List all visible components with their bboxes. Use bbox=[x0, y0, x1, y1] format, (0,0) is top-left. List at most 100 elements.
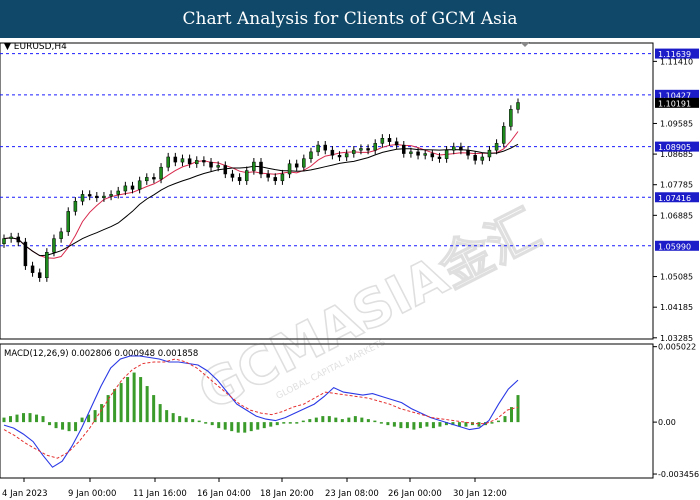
macd-histogram-bar bbox=[152, 395, 156, 423]
macd-histogram-bar bbox=[425, 422, 429, 427]
macd-histogram-bar bbox=[178, 416, 182, 423]
macd-histogram-bar bbox=[490, 422, 494, 424]
level-label-box bbox=[655, 240, 699, 251]
candlesticks bbox=[2, 98, 520, 282]
macd-histogram-bar bbox=[334, 417, 338, 423]
macd-histogram-bar bbox=[321, 416, 325, 423]
candle-body bbox=[166, 156, 170, 168]
macd-histogram-bar bbox=[54, 422, 58, 429]
macd-tick-label: -0.003456 bbox=[658, 470, 699, 479]
price-tick-label: 1.11410 bbox=[660, 57, 693, 66]
time-tick-label: 18 Jan 20:00 bbox=[260, 489, 314, 499]
price-chart[interactable]: GCMASIA金汇 GLOBAL CAPITAL MARKETS 1.11410… bbox=[0, 38, 700, 500]
macd-histogram-bar bbox=[210, 422, 214, 426]
candle-body bbox=[223, 165, 228, 175]
macd-lines bbox=[3, 355, 519, 468]
macd-histogram-bar bbox=[509, 407, 513, 423]
macd-histogram-bar bbox=[100, 404, 104, 423]
macd-histogram-bar bbox=[327, 416, 331, 423]
candle-body bbox=[509, 109, 513, 127]
candle-body bbox=[373, 143, 377, 151]
candle-body bbox=[287, 163, 292, 175]
macd-histogram bbox=[2, 372, 520, 433]
candle-body bbox=[45, 251, 49, 279]
candle-body bbox=[95, 195, 99, 199]
time-tick-label: 11 Jan 16:00 bbox=[133, 489, 187, 499]
candle-body bbox=[501, 126, 506, 144]
macd-axis: 0.005022 0.00 -0.003456 bbox=[653, 343, 699, 479]
macd-histogram-bar bbox=[314, 417, 318, 423]
candle-body bbox=[380, 138, 385, 144]
price-tick-label: 1.04185 bbox=[660, 303, 693, 312]
macd-histogram-bar bbox=[275, 422, 279, 426]
candle-body bbox=[516, 102, 520, 110]
macd-histogram-bar bbox=[171, 413, 175, 423]
macd-histogram-bar bbox=[2, 417, 6, 423]
macd-histogram-bar bbox=[405, 422, 409, 429]
macd-histogram-bar bbox=[35, 414, 39, 423]
candle-body bbox=[387, 138, 392, 142]
time-axis: 4 Jan 2023 9 Jan 00:00 11 Jan 16:00 16 Jan … bbox=[2, 478, 507, 499]
macd-histogram-bar bbox=[503, 416, 507, 423]
macd-histogram-bar bbox=[93, 410, 97, 423]
macd-histogram-bar bbox=[249, 422, 253, 432]
candle-body bbox=[87, 194, 92, 197]
candle-body bbox=[237, 177, 242, 182]
macd-histogram-bar bbox=[223, 422, 227, 430]
time-tick-label: 4 Jan 2023 bbox=[2, 489, 48, 499]
candle-body bbox=[466, 149, 470, 156]
candle-body bbox=[409, 151, 413, 154]
candle-body bbox=[37, 272, 42, 279]
candle-body bbox=[52, 238, 56, 253]
macd-histogram-bar bbox=[87, 414, 91, 423]
price-tick-label: 1.09585 bbox=[660, 119, 693, 128]
symbol-label[interactable]: ▼ EURUSD,H4 bbox=[4, 42, 67, 52]
macd-histogram-bar bbox=[145, 386, 149, 423]
candle-body bbox=[459, 146, 463, 151]
candle-body bbox=[30, 265, 35, 273]
candle-body bbox=[66, 211, 70, 233]
macd-histogram-bar bbox=[451, 422, 455, 426]
macd-histogram-bar bbox=[431, 422, 435, 429]
macd-histogram-bar bbox=[165, 410, 169, 423]
candle-body bbox=[130, 185, 135, 190]
candle-body bbox=[59, 231, 63, 239]
price-tick-label: 1.06885 bbox=[660, 211, 693, 220]
candle-body bbox=[230, 173, 235, 178]
candle-body bbox=[16, 236, 21, 243]
candle-body bbox=[23, 241, 28, 267]
level-label: 1.10427 bbox=[658, 91, 691, 100]
macd-tick-label: 0.00 bbox=[658, 418, 676, 427]
candle-body bbox=[323, 144, 327, 151]
macd-histogram-bar bbox=[438, 422, 442, 427]
candle-body bbox=[402, 144, 406, 154]
candle-body bbox=[359, 148, 363, 151]
macd-histogram-bar bbox=[243, 422, 247, 433]
macd-histogram-bar bbox=[301, 420, 305, 423]
candle-body bbox=[344, 153, 349, 158]
price-axis: 1.11410 1.09585 1.08685 1.07785 1.06885 1.050… bbox=[653, 57, 693, 343]
candle-body bbox=[416, 151, 420, 156]
candle-body bbox=[159, 166, 163, 180]
candle-body bbox=[252, 161, 256, 171]
macd-histogram-bar bbox=[113, 389, 117, 423]
macd-histogram-bar bbox=[74, 422, 78, 432]
candle-body bbox=[209, 161, 213, 168]
candle-body bbox=[423, 153, 427, 156]
candle-body bbox=[2, 238, 6, 244]
macd-histogram-bar bbox=[80, 417, 84, 423]
macd-histogram-bar bbox=[139, 377, 143, 423]
time-tick-label: 23 Jan 08:00 bbox=[325, 489, 379, 499]
candle-body bbox=[452, 146, 456, 151]
macd-histogram-bar bbox=[399, 422, 403, 429]
candle-body bbox=[109, 194, 113, 197]
candle-body bbox=[366, 148, 370, 151]
macd-pane-frame bbox=[0, 343, 654, 479]
time-tick-label: 30 Jan 12:00 bbox=[453, 489, 507, 499]
watermark: GCMASIA金汇 GLOBAL CAPITAL MARKETS bbox=[189, 198, 551, 423]
candle-body bbox=[187, 158, 192, 165]
candle-body bbox=[430, 153, 435, 158]
price-tick-label: 1.07785 bbox=[660, 181, 693, 190]
current-price-label: 1.10191 bbox=[658, 99, 691, 108]
macd-histogram-bar bbox=[444, 422, 448, 426]
